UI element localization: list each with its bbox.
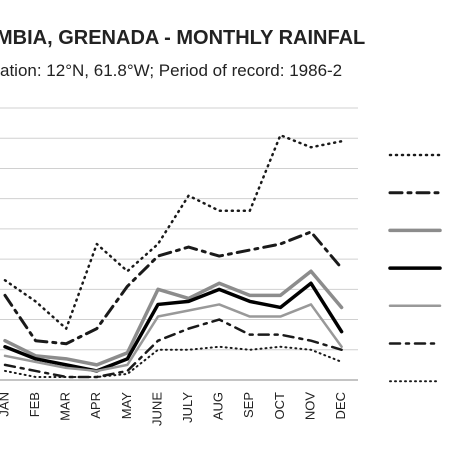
x-tick-label: SEP (241, 392, 256, 418)
series-line (3, 269, 344, 367)
x-tick-label: MAR (58, 392, 73, 421)
chart-title: MBIA, GRENADA - MONTHLY RAINFAL (0, 27, 365, 49)
series-line (3, 133, 343, 330)
x-tick-label: OCT (272, 392, 287, 420)
series-line (3, 230, 344, 346)
series-line (3, 318, 343, 379)
series-line (3, 281, 344, 373)
x-tick-label: FEB (27, 392, 42, 417)
chart-subtitle: ation: 12°N, 61.8°W; Period of record: 1… (0, 61, 342, 80)
x-tick-label: APR (88, 392, 103, 419)
x-tick-label: JUNE (149, 392, 164, 426)
series-line (4, 345, 343, 378)
series-line (3, 303, 343, 373)
x-tick-label: DEC (333, 392, 348, 419)
x-tick-label: JAN (0, 392, 11, 417)
x-tick-label: NOV (302, 392, 317, 421)
x-tick-label: JULY (180, 392, 195, 423)
x-tick-label: AUG (211, 392, 226, 420)
x-tick-label: MAY (119, 392, 134, 420)
